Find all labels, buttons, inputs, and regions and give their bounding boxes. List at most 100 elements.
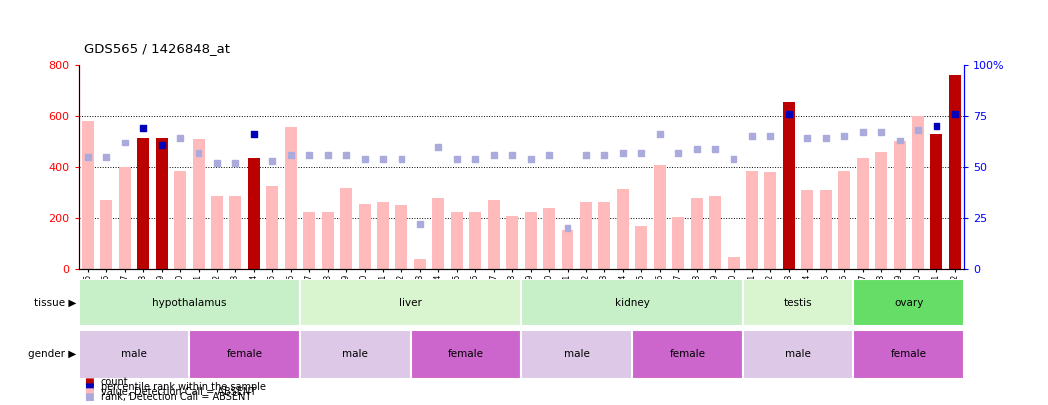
- Bar: [743, 279, 853, 326]
- Bar: [411, 330, 521, 379]
- Point: [466, 156, 483, 162]
- Bar: [522, 279, 743, 326]
- Point: [504, 151, 521, 158]
- Text: value, Detection Call = ABSENT: value, Detection Call = ABSENT: [101, 387, 256, 397]
- Text: count: count: [101, 377, 128, 386]
- Bar: [266, 186, 279, 269]
- Point: [762, 133, 779, 140]
- Bar: [300, 279, 522, 326]
- Point: [430, 143, 446, 150]
- Bar: [764, 172, 777, 269]
- Point: [449, 156, 465, 162]
- Bar: [487, 200, 500, 269]
- Point: [670, 149, 686, 156]
- Bar: [838, 171, 850, 269]
- Point: [412, 221, 429, 228]
- Text: ■: ■: [84, 387, 93, 397]
- Point: [209, 160, 225, 166]
- Text: female: female: [449, 350, 484, 359]
- Bar: [632, 330, 743, 379]
- Bar: [853, 330, 964, 379]
- Bar: [248, 158, 260, 269]
- Bar: [79, 279, 300, 326]
- Point: [633, 149, 650, 156]
- Text: ■: ■: [84, 377, 93, 386]
- Bar: [931, 134, 942, 269]
- Point: [946, 111, 963, 117]
- Bar: [155, 138, 168, 269]
- Point: [781, 111, 798, 117]
- Bar: [79, 330, 190, 379]
- Text: testis: testis: [784, 298, 812, 308]
- Text: female: female: [891, 350, 926, 359]
- Bar: [451, 212, 463, 269]
- Bar: [190, 330, 300, 379]
- Text: male: male: [121, 350, 147, 359]
- Point: [744, 133, 761, 140]
- Point: [172, 135, 189, 142]
- Bar: [948, 75, 961, 269]
- Text: male: male: [785, 350, 811, 359]
- Bar: [322, 212, 333, 269]
- Bar: [727, 256, 740, 269]
- Bar: [433, 198, 444, 269]
- Bar: [303, 212, 315, 269]
- Bar: [211, 196, 223, 269]
- Point: [374, 156, 391, 162]
- Point: [301, 151, 318, 158]
- Bar: [230, 196, 241, 269]
- Text: hypothalamus: hypothalamus: [152, 298, 226, 308]
- Text: rank, Detection Call = ABSENT: rank, Detection Call = ABSENT: [101, 392, 250, 402]
- Point: [135, 125, 152, 132]
- Bar: [377, 202, 389, 269]
- Point: [596, 151, 613, 158]
- Bar: [743, 330, 853, 379]
- Bar: [617, 189, 629, 269]
- Bar: [395, 205, 408, 269]
- Bar: [341, 188, 352, 269]
- Point: [910, 127, 926, 134]
- Bar: [654, 164, 665, 269]
- Bar: [543, 208, 555, 269]
- Bar: [912, 116, 924, 269]
- Point: [541, 151, 558, 158]
- Point: [264, 158, 281, 164]
- Bar: [598, 202, 610, 269]
- Point: [393, 156, 410, 162]
- Bar: [137, 138, 149, 269]
- Point: [337, 151, 354, 158]
- Point: [873, 129, 890, 136]
- Text: ovary: ovary: [894, 298, 923, 308]
- Point: [153, 141, 170, 148]
- Bar: [709, 196, 721, 269]
- Text: liver: liver: [399, 298, 422, 308]
- Bar: [562, 230, 573, 269]
- Point: [854, 129, 871, 136]
- Point: [245, 131, 262, 138]
- Text: kidney: kidney: [614, 298, 650, 308]
- Bar: [522, 330, 632, 379]
- Point: [706, 145, 723, 152]
- Bar: [856, 158, 869, 269]
- Bar: [193, 139, 204, 269]
- Bar: [358, 204, 371, 269]
- Point: [356, 156, 373, 162]
- Bar: [635, 226, 648, 269]
- Point: [652, 131, 669, 138]
- Bar: [506, 215, 518, 269]
- Point: [227, 160, 244, 166]
- Bar: [174, 171, 187, 269]
- Bar: [783, 102, 794, 269]
- Bar: [470, 212, 481, 269]
- Bar: [746, 171, 758, 269]
- Point: [817, 135, 834, 142]
- Text: ■: ■: [84, 392, 93, 402]
- Bar: [580, 202, 592, 269]
- Text: gender ▶: gender ▶: [28, 350, 77, 359]
- Text: GDS565 / 1426848_at: GDS565 / 1426848_at: [84, 42, 230, 55]
- Bar: [853, 279, 964, 326]
- Text: female: female: [226, 350, 263, 359]
- Bar: [300, 330, 411, 379]
- Point: [799, 135, 815, 142]
- Bar: [802, 190, 813, 269]
